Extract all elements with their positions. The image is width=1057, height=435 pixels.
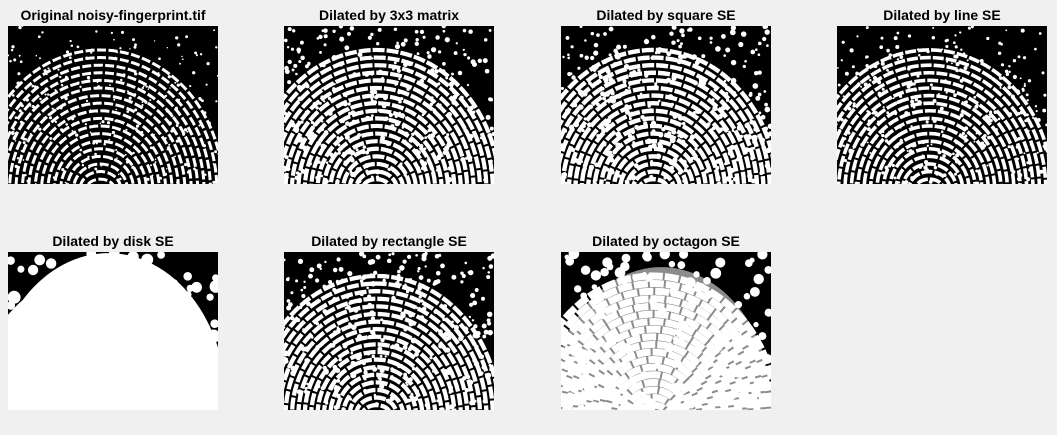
panel-title: Dilated by square SE [596,7,736,23]
fingerprint-image-3x3-matrix [284,26,494,184]
fingerprint-image-original [8,26,218,184]
panel-title: Dilated by line SE [883,7,1001,23]
panel-title: Dilated by disk SE [52,233,174,249]
panel-title: Original noisy-fingerprint.tif [20,7,206,23]
fingerprint-image-square-se [561,26,771,184]
fingerprint-image-disk-se [8,252,218,410]
panel-title: Dilated by octagon SE [592,233,740,249]
fingerprint-image-octagon-se [561,252,771,410]
panel-title: Dilated by rectangle SE [311,233,467,249]
fingerprint-image-rectangle-se [284,252,494,410]
fingerprint-image-line-se [837,26,1047,184]
panel-title: Dilated by 3x3 matrix [318,7,460,23]
